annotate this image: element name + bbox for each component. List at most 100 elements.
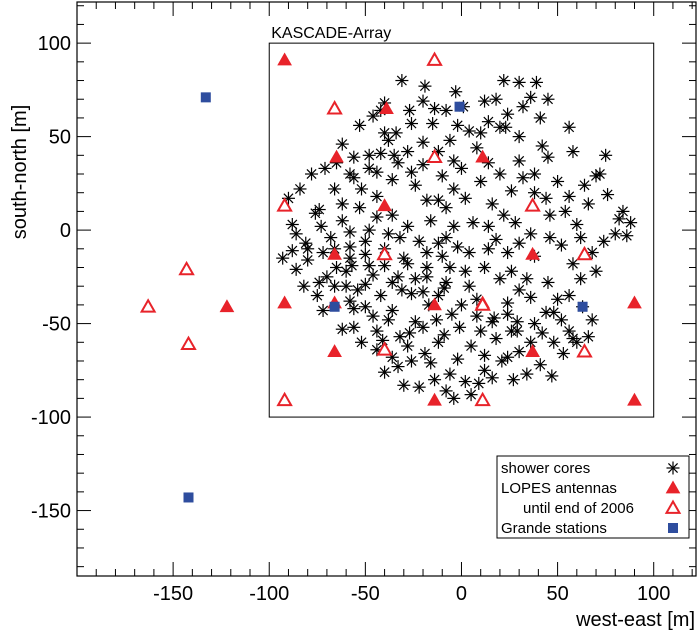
data-point	[525, 344, 540, 358]
data-point	[547, 335, 561, 349]
y-tick-label: -150	[31, 501, 71, 523]
data-point	[489, 92, 503, 106]
data-point	[301, 253, 315, 267]
data-point	[472, 376, 486, 390]
data-point	[504, 264, 518, 278]
data-point	[416, 158, 430, 172]
plot-frame	[76, 1, 697, 577]
kascade-array-label: KASCADE-Array	[271, 25, 391, 42]
data-point	[439, 275, 453, 289]
data-point	[328, 182, 342, 196]
data-point	[366, 109, 380, 123]
data-point	[562, 120, 576, 134]
data-point	[474, 174, 488, 188]
data-point	[451, 240, 465, 254]
data-point	[520, 367, 534, 381]
data-point	[219, 299, 235, 313]
data-point	[426, 51, 443, 66]
data-point	[381, 133, 395, 147]
data-point	[451, 118, 465, 132]
data-point	[355, 335, 369, 349]
data-point	[376, 245, 393, 261]
data-point	[418, 79, 432, 93]
y-axis-title: south-north [m]	[9, 105, 31, 240]
legend-marker	[664, 499, 682, 514]
data-point	[335, 137, 349, 151]
data-point	[381, 227, 395, 241]
data-point	[420, 260, 434, 274]
data-point	[501, 246, 515, 260]
data-point	[339, 264, 353, 278]
data-point	[464, 339, 478, 353]
data-point	[314, 219, 328, 233]
data-point	[393, 330, 407, 344]
data-point	[391, 156, 405, 170]
data-point	[416, 135, 430, 149]
legend-label-shower-cores: shower cores	[501, 460, 590, 477]
data-point	[554, 238, 568, 252]
data-point	[379, 101, 394, 114]
kascade-array-box	[268, 42, 655, 418]
data-point	[310, 289, 324, 303]
data-point	[447, 182, 461, 196]
data-point	[355, 182, 369, 196]
data-point	[351, 283, 365, 297]
data-point	[627, 392, 642, 406]
data-point	[576, 245, 593, 261]
x-axis-title: west-east [m]	[575, 609, 695, 631]
data-point	[393, 231, 407, 245]
data-point	[385, 275, 399, 289]
data-point	[458, 375, 472, 389]
data-point	[381, 313, 395, 327]
data-point	[439, 103, 453, 117]
data-point	[508, 216, 522, 230]
data-point	[481, 115, 495, 129]
data-point	[551, 174, 565, 188]
data-point	[385, 208, 399, 222]
data-point	[533, 358, 547, 372]
data-point	[501, 350, 515, 364]
data-point	[570, 335, 584, 349]
data-point	[545, 369, 559, 383]
data-point	[551, 292, 565, 306]
data-point	[401, 145, 415, 159]
data-point	[431, 289, 445, 303]
data-point	[385, 173, 399, 187]
data-point	[403, 326, 417, 340]
data-point	[443, 367, 457, 381]
data-point	[276, 391, 293, 407]
data-point	[620, 229, 634, 243]
legend-label-until-2006: until end of 2006	[523, 500, 634, 517]
data-point	[378, 126, 392, 140]
legend-marker	[668, 523, 678, 533]
legend-marker	[666, 461, 680, 475]
data-point	[485, 371, 499, 385]
data-point	[599, 148, 613, 162]
y-tick-label: 100	[38, 33, 71, 55]
data-point	[485, 315, 499, 329]
data-point	[362, 223, 376, 237]
data-point	[547, 305, 561, 319]
data-point	[330, 260, 344, 274]
data-point	[395, 74, 409, 88]
data-point	[353, 201, 367, 215]
data-point	[404, 117, 418, 131]
data-point	[431, 193, 445, 207]
data-point	[401, 219, 415, 233]
data-point	[293, 182, 307, 196]
axis-ticks	[77, 2, 696, 576]
data-point	[497, 74, 511, 88]
data-point	[412, 380, 426, 394]
data-point	[466, 216, 480, 230]
data-point	[343, 251, 357, 265]
data-point	[353, 118, 367, 132]
data-point	[285, 244, 299, 258]
data-point	[528, 167, 542, 181]
legend: shower cores LOPES antennas until end of…	[496, 455, 690, 539]
data-point	[474, 391, 491, 407]
x-tick-label: 50	[546, 583, 568, 605]
data-point	[524, 90, 538, 104]
data-point	[424, 356, 438, 370]
data-point	[512, 75, 526, 89]
data-point	[335, 214, 349, 228]
